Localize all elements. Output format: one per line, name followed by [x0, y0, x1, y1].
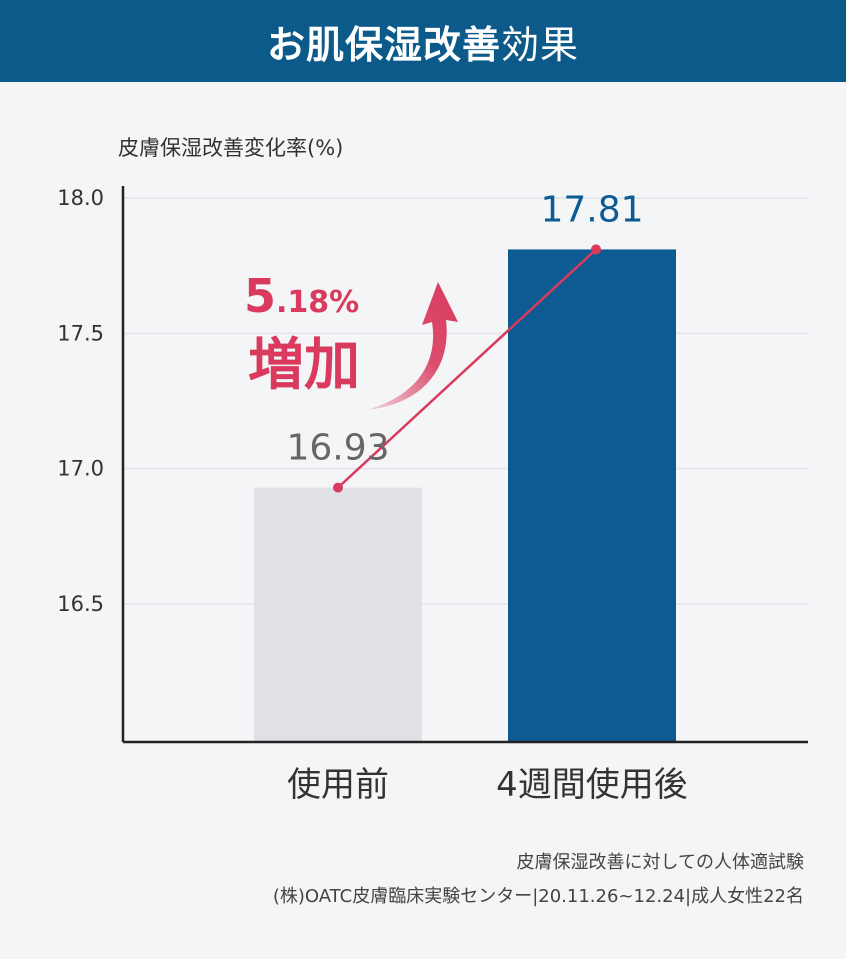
y-tick-labels: 18.0 17.5 17.0 16.5 — [57, 186, 104, 616]
increase-percent: 5.18% — [244, 269, 359, 323]
trend-point — [591, 244, 601, 255]
header-banner: お肌保湿改善効果 — [0, 0, 846, 82]
bar-value-label: 17.81 — [540, 189, 643, 230]
increase-annotation: 5.18% 増加 — [244, 269, 458, 410]
bar-value-label: 16.93 — [286, 428, 389, 469]
bar-chart: 皮膚保湿改善変化率(%) 18.0 17.5 17.0 16.5 16.93 17.81… — [57, 136, 808, 805]
title-light: 効果 — [501, 22, 580, 67]
footnote-test: 皮膚保湿改善に対しての人体適試験 — [516, 852, 804, 873]
up-arrow-icon — [366, 282, 458, 410]
x-tick-labels: 使用前 4週間使用後 — [287, 765, 688, 805]
grid-lines — [123, 197, 808, 605]
value-labels: 16.93 17.81 — [286, 189, 643, 468]
chart-area: 皮膚保湿改善変化率(%) 18.0 17.5 17.0 16.5 16.93 17.81… — [0, 82, 846, 959]
y-tick-label: 17.0 — [57, 457, 104, 481]
trend-point — [333, 482, 343, 493]
y-axis-label: 皮膚保湿改善変化率(%) — [118, 136, 343, 160]
x-tick-label: 4週間使用後 — [496, 765, 688, 805]
bars — [254, 249, 676, 742]
y-tick-label: 16.5 — [57, 592, 104, 616]
page-title: お肌保湿改善効果 — [267, 14, 579, 69]
y-tick-label: 18.0 — [57, 186, 104, 210]
x-tick-label: 使用前 — [287, 765, 389, 805]
y-tick-label: 17.5 — [57, 321, 104, 345]
trend-line-group — [333, 244, 601, 493]
trend-line — [337, 248, 597, 489]
bar — [254, 487, 422, 742]
increase-text: 増加 — [248, 333, 360, 398]
increase-percent-small: .18% — [276, 285, 359, 320]
title-bold: お肌保湿改善 — [266, 22, 501, 67]
increase-percent-big: 5 — [244, 269, 276, 323]
bar — [508, 249, 676, 742]
footnote-source: (株)OATC皮膚臨床実験センター|20.11.26~12.24|成人女性22名 — [272, 886, 804, 907]
